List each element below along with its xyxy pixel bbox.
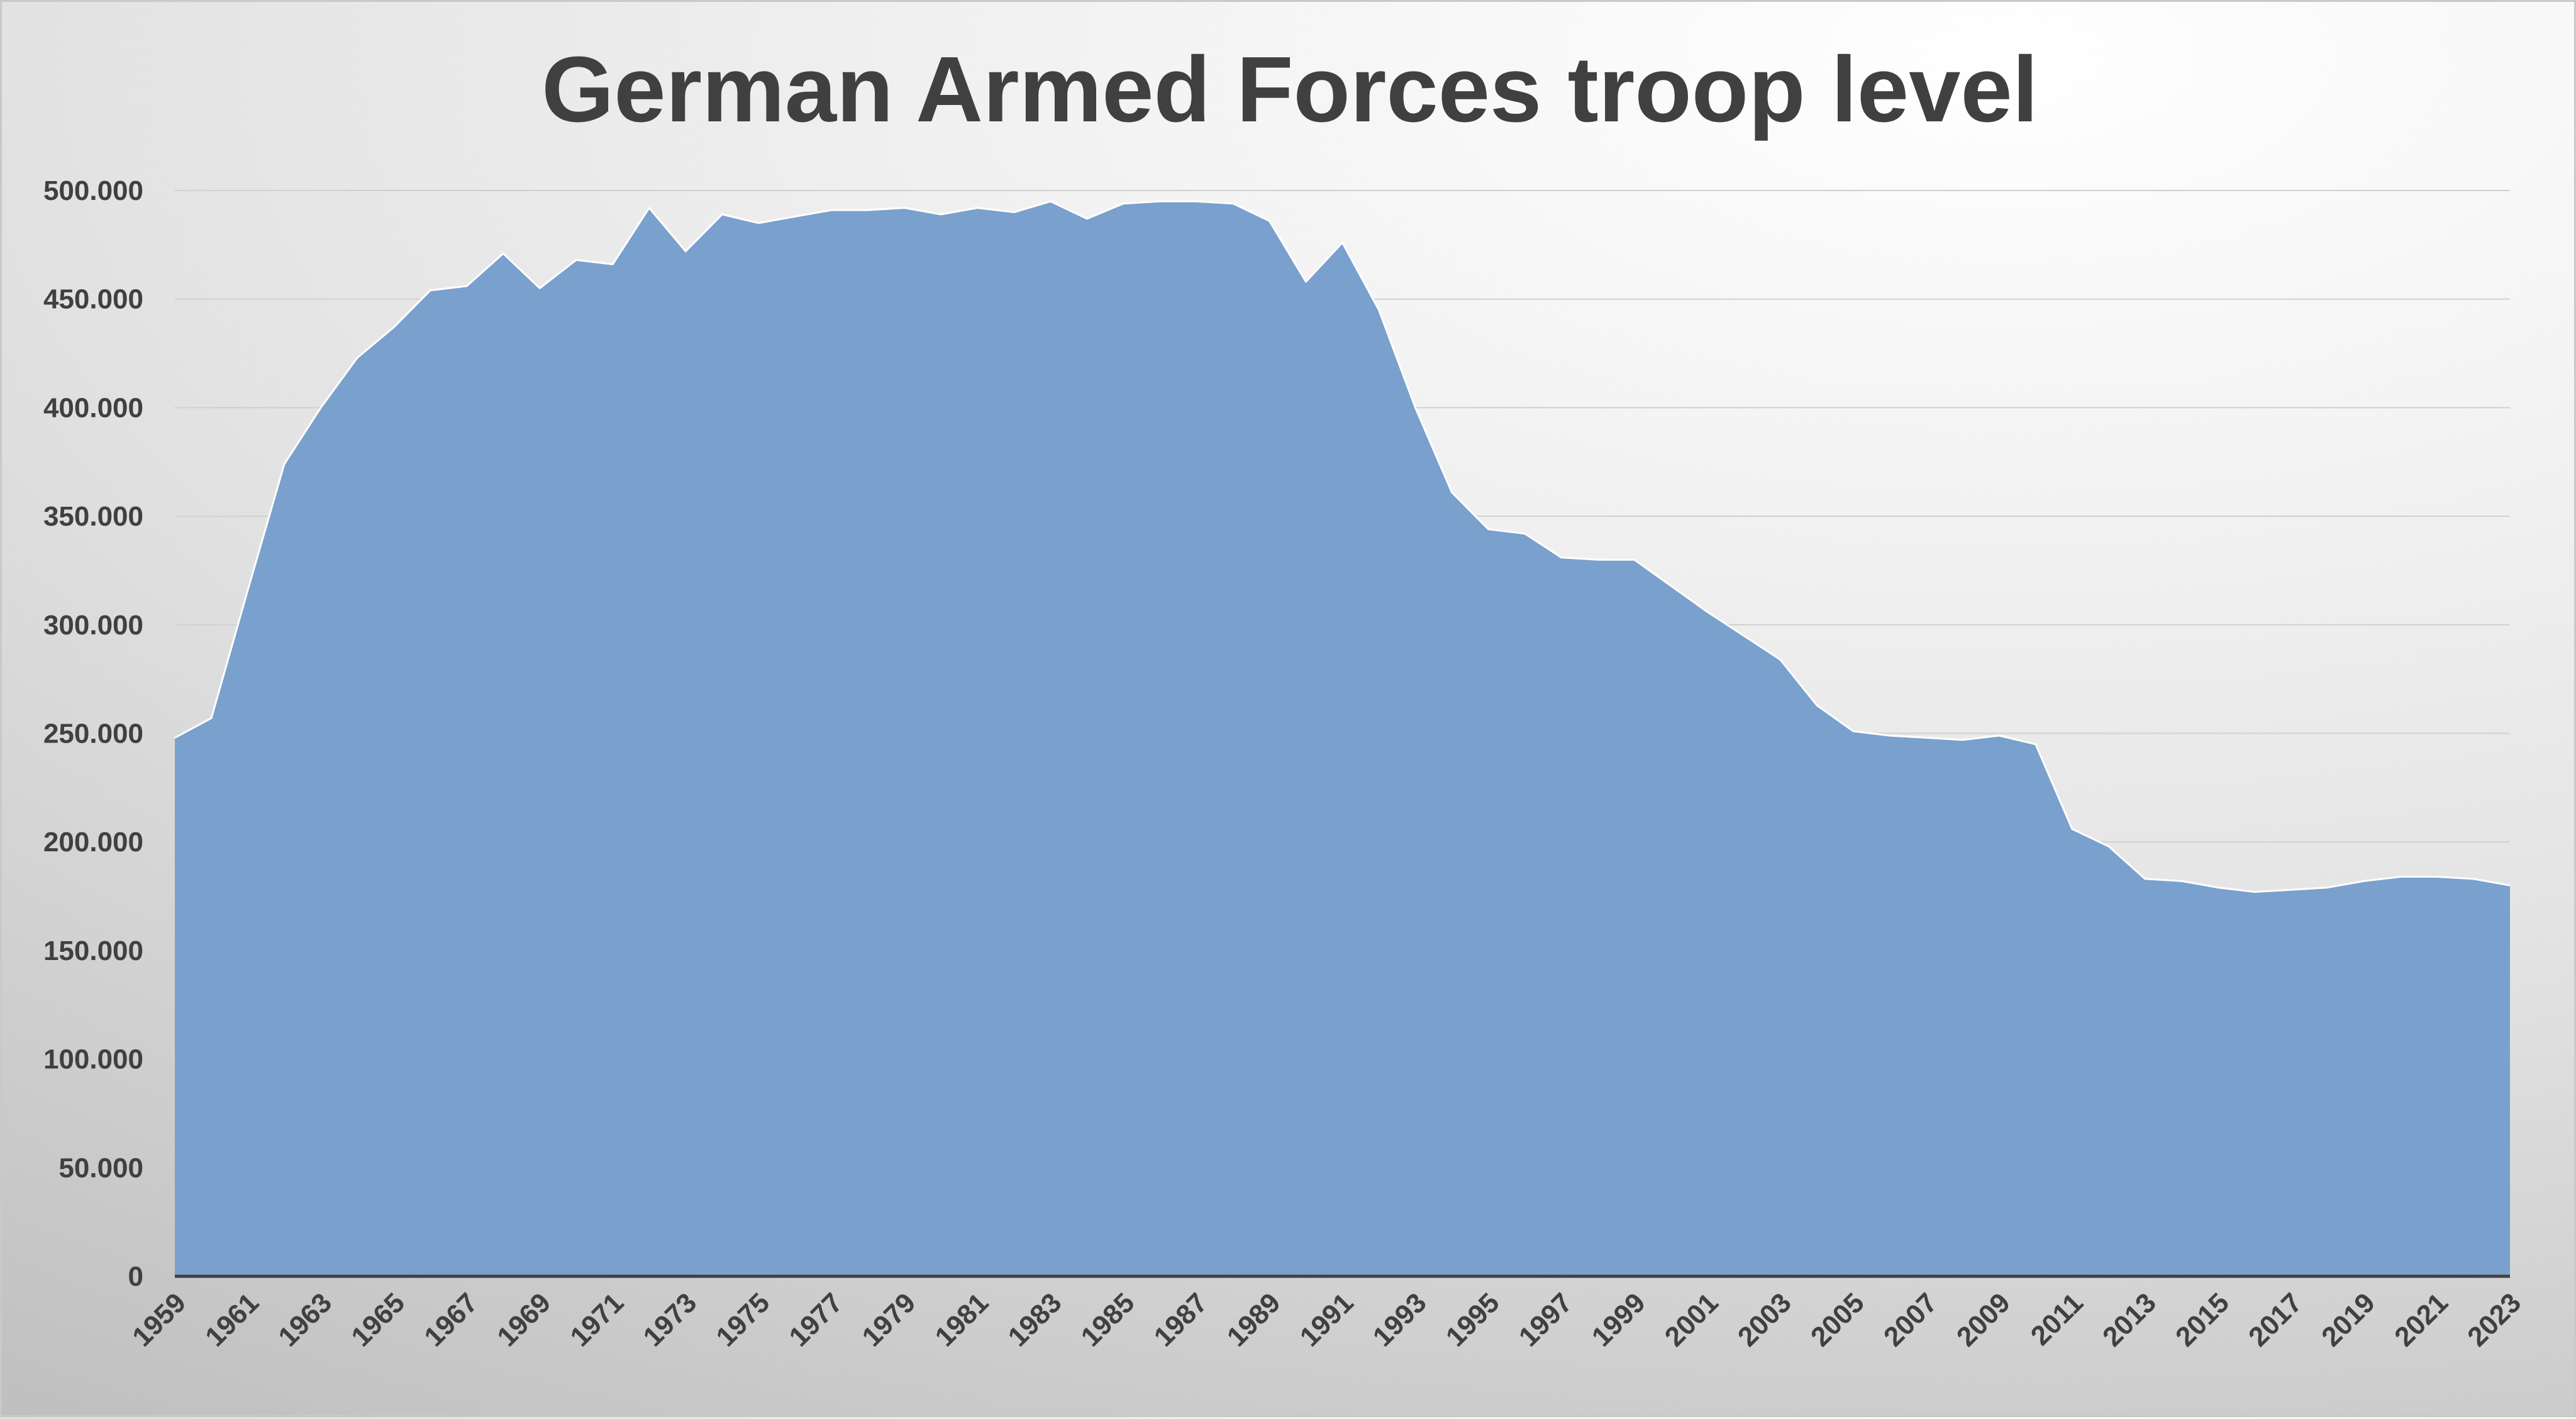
x-tick-label: 1993 — [1367, 1287, 1433, 1352]
x-tick-label: 1977 — [783, 1287, 848, 1352]
x-tick-label: 1959 — [126, 1287, 192, 1352]
area-series — [174, 200, 2511, 1276]
x-tick-label: 1965 — [345, 1287, 411, 1352]
y-tick-label: 450.000 — [43, 284, 143, 315]
x-tick-label: 1969 — [491, 1287, 557, 1352]
x-tick-label: 1961 — [199, 1287, 265, 1352]
x-tick-label: 2005 — [1805, 1287, 1870, 1352]
x-tick-label: 1997 — [1513, 1287, 1579, 1352]
x-tick-label: 2017 — [2243, 1287, 2308, 1352]
x-tick-label: 1987 — [1148, 1287, 1214, 1352]
x-tick-label: 2003 — [1732, 1287, 1797, 1352]
y-tick-label: 350.000 — [43, 501, 143, 532]
x-tick-label: 2023 — [2462, 1287, 2527, 1352]
x-tick-label: 2015 — [2170, 1287, 2235, 1352]
x-tick-label: 1963 — [272, 1287, 338, 1352]
x-tick-label: 1967 — [418, 1287, 484, 1352]
x-tick-label: 1973 — [637, 1287, 702, 1352]
y-tick-label: 500.000 — [43, 175, 143, 206]
y-tick-label: 100.000 — [43, 1044, 143, 1075]
x-tick-label: 1981 — [930, 1287, 995, 1352]
y-tick-label: 0 — [128, 1261, 143, 1292]
x-axis-labels: 1959 1961 1963 1965 1967 1969 1971 1973 1975 1977… — [126, 1287, 2527, 1352]
x-tick-label: 1999 — [1586, 1287, 1652, 1352]
y-tick-label: 250.000 — [43, 719, 143, 749]
x-tick-label: 2001 — [1659, 1287, 1724, 1352]
x-tick-label: 2011 — [2025, 1287, 2089, 1351]
x-tick-label: 2019 — [2316, 1287, 2381, 1352]
x-tick-label: 2007 — [1878, 1287, 1943, 1352]
y-tick-label: 150.000 — [43, 936, 143, 966]
y-tick-label: 300.000 — [43, 610, 143, 641]
x-tick-label: 1995 — [1440, 1287, 1506, 1352]
x-tick-label: 1975 — [710, 1287, 775, 1352]
y-axis-labels: 0 50.000 100.000 150.000 200.000 250.000 300.0… — [43, 175, 143, 1292]
x-tick-label: 1989 — [1221, 1287, 1287, 1352]
y-tick-label: 50.000 — [58, 1152, 143, 1183]
area-outline — [174, 200, 2511, 893]
y-tick-label: 400.000 — [43, 392, 143, 423]
x-tick-label: 2021 — [2389, 1287, 2454, 1352]
x-tick-label: 2013 — [2097, 1287, 2162, 1352]
x-tick-label: 1979 — [857, 1287, 922, 1352]
x-tick-label: 2009 — [1951, 1287, 2016, 1352]
x-tick-label: 1983 — [1002, 1287, 1068, 1352]
x-tick-label: 1985 — [1075, 1287, 1141, 1352]
chart-title: German Armed Forces troop level — [541, 38, 2038, 141]
x-tick-label: 1971 — [564, 1287, 630, 1352]
area-fill — [175, 201, 2510, 1276]
x-tick-label: 1991 — [1294, 1287, 1360, 1352]
y-tick-label: 200.000 — [43, 827, 143, 858]
